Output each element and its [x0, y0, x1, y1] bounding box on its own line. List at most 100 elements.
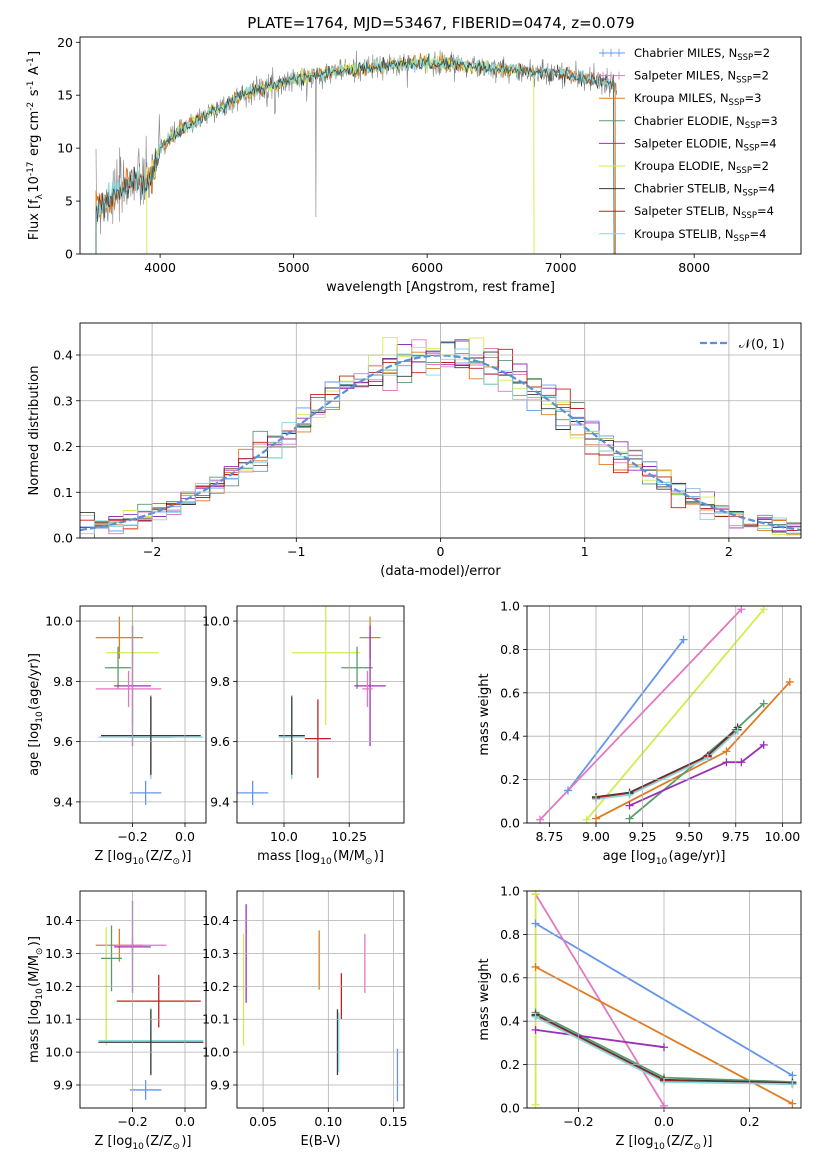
y-tick-label: 9.8 — [210, 674, 230, 689]
x-axis-label: Z [log10 (Z/Z⊙ )] — [95, 849, 192, 867]
model-spectrum-line — [95, 54, 615, 254]
x-tick-label: −1 — [287, 544, 305, 559]
y-tick-label: 0.3 — [53, 393, 73, 408]
y-tick-label: 0.0 — [500, 816, 520, 831]
legend-entry: Salpeter STELIB, NSSP=4 — [634, 204, 774, 221]
point-marker — [759, 605, 768, 614]
axes-frame — [526, 605, 802, 824]
x-tick-label: 0.2 — [740, 1114, 760, 1129]
point-marker — [785, 677, 794, 686]
x-tick-label: 2 — [725, 544, 733, 559]
y-tick-label: 0.0 — [53, 531, 73, 546]
y-tick-label: 1.0 — [500, 599, 520, 614]
y-tick-label: 10.0 — [202, 1045, 230, 1060]
y-tick-label: 0.6 — [500, 970, 520, 985]
legend-entry: Chabrier MILES, NSSP=2 — [634, 46, 770, 63]
x-tick-label: 6000 — [411, 260, 443, 275]
legend-entry: Chabrier STELIB, NSSP=4 — [634, 182, 775, 199]
x-axis-label: (data-model)/error — [380, 564, 501, 579]
point-marker — [531, 962, 540, 971]
x-tick-label: 10.25 — [331, 829, 367, 844]
point-marker — [531, 1025, 540, 1034]
point-marker — [788, 1099, 797, 1108]
x-axis-label: E(B-V) — [300, 1134, 340, 1149]
point-marker — [737, 605, 746, 614]
x-tick-label: 9.25 — [629, 829, 657, 844]
y-tick-label: 0.8 — [500, 927, 520, 942]
point-marker — [536, 815, 545, 824]
series-line — [567, 639, 685, 792]
chart-mass-weight-vs-Z: −0.2 0.0 0.2 0.0 0.2 0.4 0.6 0.8 1.0 Z [log10 (Z/… — [477, 884, 802, 1152]
y-tick-label: 10.4 — [45, 913, 73, 928]
plot-area — [237, 606, 386, 805]
y-tick-label: 0.0 — [500, 1101, 520, 1116]
x-axis-label: age [log10 (age/yr)] — [603, 849, 726, 867]
point-marker — [591, 814, 600, 823]
y-axis-label: age [log10 (age/yr)] — [27, 653, 45, 776]
x-tick-label: 10.00 — [764, 829, 800, 844]
y-tick-label: 10.3 — [202, 946, 230, 961]
point-marker — [703, 753, 712, 762]
y-tick-label: 10.2 — [45, 979, 73, 994]
spectrum-legend: Chabrier MILES, NSSP=2 Salpeter MILES, NS… — [599, 46, 778, 244]
x-tick-label: 8000 — [678, 260, 710, 275]
point-marker — [582, 815, 591, 824]
point-marker — [531, 890, 540, 899]
y-tick-label: 1.0 — [500, 884, 520, 899]
x-tick-label: 7000 — [545, 260, 577, 275]
x-tick-label: −2 — [143, 544, 161, 559]
point-marker — [722, 747, 731, 756]
legend-entry: Kroupa ELODIE, NSSP=2 — [634, 159, 769, 176]
chart-spectrum: 4000 5000 6000 7000 8000 0 5 10 15 20 wavelength [… — [26, 35, 802, 295]
x-tick-label: 0.05 — [249, 1114, 277, 1129]
axes-frame — [79, 605, 207, 824]
y-tick-label: 0.2 — [500, 1057, 520, 1072]
chart-residual-histogram: −2 −1 0 1 2 0.0 0.1 0.2 0.3 0.4 (data-model)/error… — [27, 322, 802, 579]
x-tick-label: 10.0 — [270, 829, 298, 844]
chart-age-vs-Z: −0.2 0.0 9.4 9.6 9.8 10.0 Z [log10 (Z/Z⊙ )] age… — [27, 605, 207, 867]
y-tick-label: 5 — [65, 194, 73, 209]
x-tick-label: 0 — [437, 544, 445, 559]
y-tick-label: 9.4 — [53, 794, 73, 809]
point-marker — [660, 1101, 668, 1110]
point-marker — [788, 1080, 797, 1089]
x-tick-label: 9.75 — [722, 829, 750, 844]
y-tick-label: 9.8 — [53, 674, 73, 689]
x-tick-label: 0.0 — [175, 1114, 195, 1129]
chart-mass-vs-ebv: 0.05 0.10 0.15 9.9 10.0 10.1 10.2 10.3 10.4 E(B-V… — [202, 890, 408, 1149]
x-tick-label: 0.0 — [175, 829, 195, 844]
y-tick-label: 15 — [57, 88, 73, 103]
axes-frame — [79, 36, 802, 255]
y-axis-label: Normed distribution — [27, 366, 42, 496]
y-tick-label: 0.4 — [500, 729, 520, 744]
x-axis-label: Z [log10 (Z/Z⊙ )] — [95, 1134, 192, 1152]
point-marker — [733, 726, 742, 735]
point-marker — [564, 786, 573, 795]
x-tick-label: 8.75 — [535, 829, 563, 844]
x-tick-label: −0.2 — [563, 1114, 593, 1129]
y-tick-label: 10.1 — [202, 1012, 230, 1027]
x-tick-label: 0.15 — [380, 1114, 408, 1129]
y-tick-label: 0.2 — [53, 439, 73, 454]
x-tick-label: 4000 — [144, 260, 176, 275]
axes-frame — [79, 890, 207, 1109]
y-tick-label: 0.2 — [500, 772, 520, 787]
chart-mass-weight-vs-age: 8.75 9.00 9.25 9.50 9.75 10.00 0.0 0.2 0.4 0.6 0.8… — [477, 599, 802, 867]
legend-entry: Kroupa STELIB, NSSP=4 — [634, 227, 766, 244]
plot-area — [95, 900, 204, 1100]
y-tick-label: 10.2 — [202, 979, 230, 994]
axes-frame — [236, 890, 405, 1109]
y-tick-label: 9.4 — [210, 794, 230, 809]
x-tick-label: −0.2 — [117, 1114, 147, 1129]
chart-age-vs-mass: 10.0 10.25 9.4 9.6 9.8 10.0 mass [log10 (M/M⊙ … — [202, 605, 405, 867]
point-marker — [679, 635, 688, 644]
series-line — [585, 608, 765, 821]
point-marker — [737, 758, 746, 767]
x-tick-label: 1 — [581, 544, 589, 559]
y-tick-label: 10.0 — [45, 614, 73, 629]
y-axis-label: Flux [fλ 10-17 erg cm-2 s-1 A-1 ] — [26, 51, 45, 240]
y-tick-label: 0.6 — [500, 685, 520, 700]
y-tick-label: 9.9 — [210, 1077, 230, 1092]
y-axis-label: mass [log10 (M/M⊙ )] — [27, 936, 45, 1063]
series-line — [539, 608, 743, 821]
